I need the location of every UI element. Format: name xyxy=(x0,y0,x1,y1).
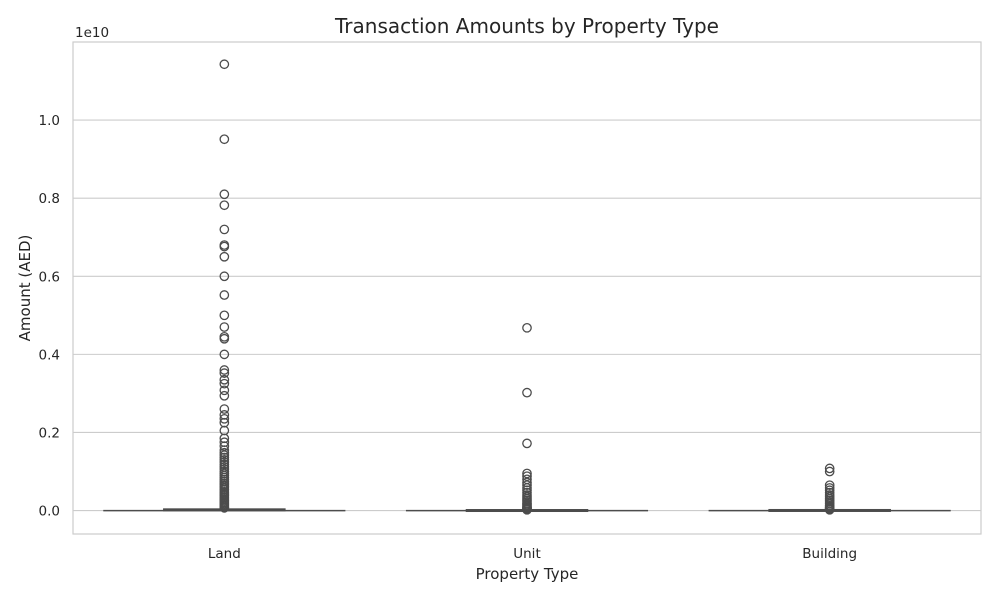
y-tick-labels: 0.0 0.2 0.4 0.6 0.8 1.0 xyxy=(39,113,60,519)
outlier-point xyxy=(522,387,532,398)
boxes xyxy=(103,59,951,515)
x-tick-label: Land xyxy=(208,546,241,562)
outlier-point xyxy=(219,378,230,389)
outlier-point xyxy=(824,466,835,477)
outlier-point xyxy=(219,59,230,70)
outlier-point xyxy=(219,224,230,235)
y-tick-label: 0.4 xyxy=(39,347,60,363)
outlier-point xyxy=(219,251,230,262)
chart-title: Transaction Amounts by Property Type xyxy=(334,14,719,38)
box-building xyxy=(708,463,951,515)
x-tick-labels: Land Unit Building xyxy=(208,546,857,562)
plot-area-frame xyxy=(72,41,982,535)
y-tick-label: 0.8 xyxy=(39,191,60,207)
outlier-point xyxy=(824,504,835,515)
outlier-point xyxy=(219,331,230,342)
outlier-point xyxy=(219,404,230,414)
outlier-point xyxy=(219,200,230,211)
outlier-point xyxy=(522,438,532,449)
outlier-point xyxy=(219,374,230,385)
y-axis-label: Amount (AED) xyxy=(16,235,34,342)
y-tick-label: 0.2 xyxy=(39,425,60,441)
outlier-point xyxy=(219,385,230,396)
box-land xyxy=(103,59,346,513)
outlier-point xyxy=(219,365,230,375)
outlier-point xyxy=(219,425,230,436)
x-tick-label: Unit xyxy=(513,546,540,562)
outlier-point xyxy=(824,480,835,491)
y-tick-label: 1.0 xyxy=(39,113,60,129)
outlier-point xyxy=(219,241,230,252)
outlier-point xyxy=(219,349,230,360)
y-gridlines xyxy=(73,119,981,512)
outlier-point xyxy=(219,368,230,378)
x-tick-label: Building xyxy=(802,546,857,562)
outlier-point xyxy=(219,413,230,424)
outlier-point xyxy=(219,333,230,344)
outlier-point xyxy=(219,189,230,200)
outlier-point xyxy=(219,502,230,513)
outlier-point xyxy=(219,445,230,455)
y-axis-offset-label: 1e10 xyxy=(75,25,109,41)
outlier-point xyxy=(219,390,230,401)
outlier-point xyxy=(824,463,835,474)
outlier-point xyxy=(219,310,230,321)
y-tick-label: 0.6 xyxy=(39,269,60,285)
outlier-point xyxy=(219,322,230,332)
outlier-point xyxy=(522,322,532,333)
y-tick-label: 0.0 xyxy=(39,504,60,520)
outlier-point xyxy=(219,271,230,282)
outlier-point xyxy=(522,504,532,515)
outlier-point xyxy=(219,134,230,145)
outlier-point xyxy=(219,290,230,300)
box-unit xyxy=(405,322,649,515)
outlier-point xyxy=(522,480,532,491)
x-axis-label: Property Type xyxy=(476,565,579,583)
